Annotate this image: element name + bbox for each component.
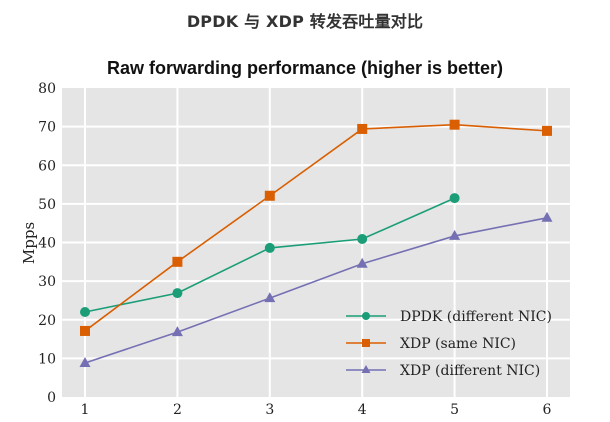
y-tick-label: 0 <box>47 390 56 406</box>
x-axis-ticks: 1 2 3 4 5 6 <box>81 402 552 418</box>
y-tick-label: 80 <box>38 81 56 97</box>
y-axis-ticks: 0 10 20 30 40 50 60 70 80 <box>38 81 56 406</box>
series-1 <box>80 119 552 336</box>
grid-lines <box>62 88 570 397</box>
legend-label: XDP (same NIC) <box>400 336 516 352</box>
legend: DPDK (different NIC) XDP (same NIC) XDP (d… <box>346 309 552 379</box>
y-tick-label: 70 <box>38 120 56 136</box>
y-tick-label: 10 <box>38 351 56 367</box>
y-tick-label: 60 <box>38 158 56 174</box>
x-tick-label: 4 <box>358 402 367 418</box>
x-tick-label: 5 <box>450 402 459 418</box>
x-tick-label: 3 <box>265 402 274 418</box>
y-tick-label: 30 <box>38 274 56 290</box>
x-tick-label: 6 <box>543 402 552 418</box>
legend-label: DPDK (different NIC) <box>400 309 552 325</box>
legend-label: XDP (different NIC) <box>400 363 540 379</box>
page-title: DPDK 与 XDP 转发吞吐量对比 <box>186 12 424 31</box>
series-0 <box>80 193 460 318</box>
x-tick-label: 2 <box>173 402 182 418</box>
y-tick-label: 50 <box>38 197 56 213</box>
y-axis-label: Mpps <box>20 222 38 264</box>
legend-item: XDP (different NIC) <box>346 363 540 379</box>
y-tick-label: 40 <box>38 236 56 252</box>
x-tick-label: 1 <box>81 402 90 418</box>
legend-item: DPDK (different NIC) <box>346 309 552 325</box>
chart-title: Raw forwarding performance (higher is be… <box>106 58 504 78</box>
series-2 <box>79 211 553 368</box>
data-series <box>79 119 553 368</box>
y-tick-label: 20 <box>38 313 56 329</box>
legend-item: XDP (same NIC) <box>346 336 516 352</box>
